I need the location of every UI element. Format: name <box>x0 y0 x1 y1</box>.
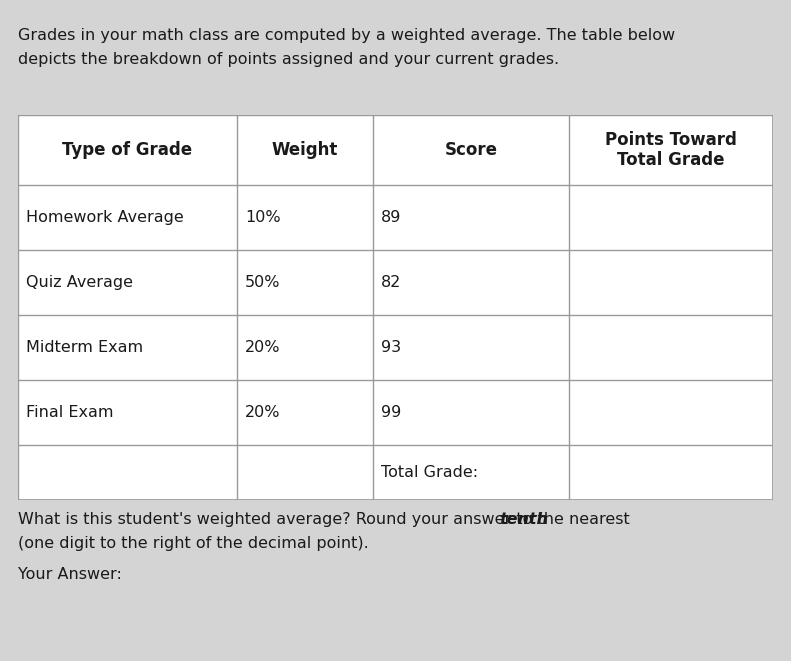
Text: Quiz Average: Quiz Average <box>26 275 133 290</box>
Text: 82: 82 <box>380 275 401 290</box>
Text: 50%: 50% <box>245 275 281 290</box>
Text: 93: 93 <box>380 340 401 355</box>
Text: tenth: tenth <box>499 512 548 527</box>
Text: Score: Score <box>445 141 498 159</box>
Text: 89: 89 <box>380 210 401 225</box>
Text: (one digit to the right of the decimal point).: (one digit to the right of the decimal p… <box>18 536 369 551</box>
Text: Total Grade:: Total Grade: <box>380 465 478 480</box>
Text: 20%: 20% <box>245 340 281 355</box>
Text: 20%: 20% <box>245 405 281 420</box>
Text: Your Answer:: Your Answer: <box>18 567 122 582</box>
Text: depicts the breakdown of points assigned and your current grades.: depicts the breakdown of points assigned… <box>18 52 559 67</box>
Text: Weight: Weight <box>272 141 338 159</box>
Text: Final Exam: Final Exam <box>26 405 113 420</box>
Text: Midterm Exam: Midterm Exam <box>26 340 143 355</box>
Text: Points Toward
Total Grade: Points Toward Total Grade <box>605 131 737 169</box>
Text: Homework Average: Homework Average <box>26 210 184 225</box>
Text: 10%: 10% <box>245 210 281 225</box>
Text: 99: 99 <box>380 405 401 420</box>
Text: Grades in your math class are computed by a weighted average. The table below: Grades in your math class are computed b… <box>18 28 676 43</box>
Text: What is this student's weighted average? Round your answer to the nearest: What is this student's weighted average?… <box>18 512 635 527</box>
Text: Type of Grade: Type of Grade <box>62 141 192 159</box>
